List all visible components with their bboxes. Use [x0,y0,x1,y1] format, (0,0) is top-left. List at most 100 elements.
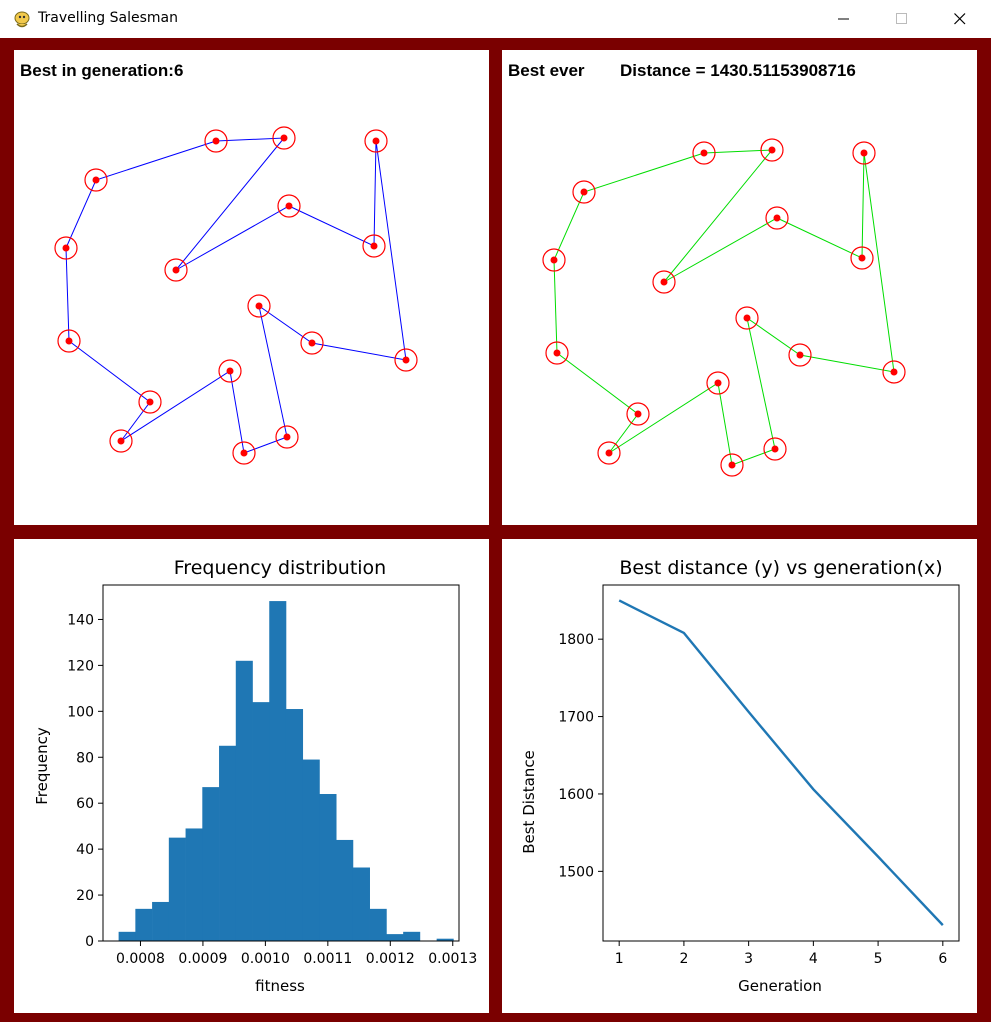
histogram-bars [118,601,454,941]
fitness-histogram: Frequency distribution 0.0008 0.0009 0.001… [33,557,477,995]
city-ring [57,329,81,353]
line-chart-xlabel: Generation [738,977,822,995]
minimize-button[interactable] [815,0,873,38]
city-point [92,176,100,184]
histogram-xtick-label: 0.0010 [241,951,290,967]
histogram-ytick-label: 140 [67,612,94,628]
city-ring [232,441,256,465]
city-point [65,337,73,345]
city-point [743,314,751,322]
histogram-xlabel: fitness [255,977,305,995]
city-ring [394,348,418,372]
best-route-panel: Best ever Distance = 1430.51153908716 [502,50,977,525]
line-chart-ytick-label: 1700 [558,710,594,726]
histogram-axes: 0.0008 0.0009 0.0010 0.0011 0.0012 0.0013 0 20 4… [67,584,477,967]
city-ring [597,441,621,465]
city-ring [300,331,324,355]
line-chart-title: Best distance (y) vs generation(x) [619,557,942,579]
maximize-button[interactable] [873,0,931,38]
line-chart-xtick-label: 6 [938,951,947,967]
city-point [146,398,154,406]
histogram-bar [319,794,337,941]
histogram-xtick-label: 0.0013 [428,951,477,967]
city-ring [542,248,566,272]
city-ring [735,306,759,330]
city-point [796,351,804,359]
line-chart-xtick-label: 1 [615,951,624,967]
city-point [768,146,776,154]
histogram-bar [185,828,203,941]
histogram-bar [436,938,454,941]
current-route-map [54,126,418,465]
line-chart-xtick-label: 5 [874,951,883,967]
city-ring [84,168,108,192]
histogram-bar [202,787,220,941]
city-point [634,410,642,418]
city-point [255,302,263,310]
city-ring [763,437,787,461]
line-chart-ytick-label: 1800 [558,632,594,648]
city-ring [277,194,301,218]
line-chart-axes: 1 2 3 4 5 6 1500 1600 1700 1800 [558,584,960,967]
histogram-frame [102,584,460,942]
histogram-bar [219,745,237,941]
city-point [700,149,708,157]
best-distance-line [618,599,944,926]
city-ring [364,129,388,153]
city-ring [275,425,299,449]
city-point [890,368,898,376]
histogram-bar [403,931,421,941]
histogram-bar [336,839,354,941]
city-ring [572,180,596,204]
histogram-bar [252,702,270,941]
close-icon [954,13,966,25]
city-point [402,356,410,364]
histogram-xtick-label: 0.0008 [116,951,165,967]
best-ever-label: Best ever [508,61,585,80]
histogram-ytick-label: 40 [76,842,94,858]
city-point [280,134,288,142]
close-button[interactable] [931,0,989,38]
city-point [172,266,180,274]
city-ring [788,343,812,367]
best-distance-line-chart: Best distance (y) vs generation(x) 1 2 3 4 5… [520,557,960,995]
city-point [771,445,779,453]
line-chart-ytick-label: 1500 [558,864,594,880]
city-point [240,449,248,457]
histogram-bar [352,867,370,941]
current-route-panel: Best in generation:6 [14,50,489,525]
city-ring [138,390,162,414]
line-chart-panel: Best distance (y) vs generation(x) 1 2 3 4 5… [502,539,977,1013]
histogram-ytick-label: 100 [67,704,94,720]
line-chart-frame [602,584,960,942]
histogram-title: Frequency distribution [174,557,386,579]
histogram-bar [386,934,404,941]
histogram-xtick-label: 0.0012 [366,951,415,967]
city-ring [204,129,228,153]
histogram-bar [302,759,320,941]
city-ring [109,429,133,453]
city-point [714,379,722,387]
current-generation-label: Best in generation:6 [20,61,184,80]
city-point [308,339,316,347]
line-chart-xtick-label: 3 [744,951,753,967]
city-point [283,433,291,441]
line-chart-ylabel: Best Distance [520,750,538,854]
histogram-bar [168,837,186,941]
histogram-bar [235,660,253,941]
histogram-ylabel: Frequency [33,727,51,805]
city-point [660,278,668,286]
city-point [212,137,220,145]
line-chart-xtick-label: 2 [679,951,688,967]
city-ring [272,126,296,150]
route-line [553,149,895,466]
city-point [728,461,736,469]
city-ring [545,341,569,365]
pygame-snake-icon [14,11,30,28]
city-point [858,254,866,262]
city-ring [852,141,876,165]
best-route-path [542,138,906,477]
histogram-ytick-label: 120 [67,658,94,674]
histogram-ytick-label: 60 [76,796,94,812]
window-titlebar[interactable]: Travelling Salesman [0,0,991,38]
